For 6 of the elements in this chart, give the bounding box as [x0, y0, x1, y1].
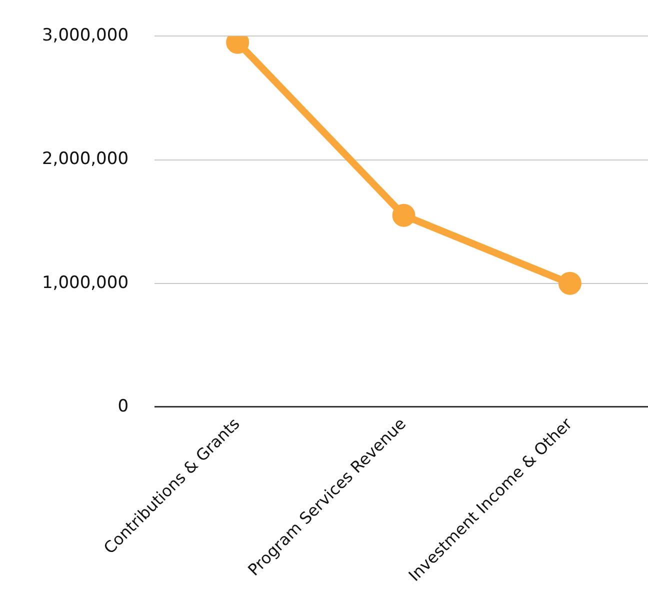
y-tick-label: 2,000,000 — [42, 149, 129, 170]
point — [392, 204, 416, 227]
y-tick-label: 1,000,000 — [42, 272, 129, 293]
y-tick-label: 3,000,000 — [42, 26, 129, 46]
point — [558, 272, 582, 295]
y-tick-label: 0 — [118, 396, 129, 416]
